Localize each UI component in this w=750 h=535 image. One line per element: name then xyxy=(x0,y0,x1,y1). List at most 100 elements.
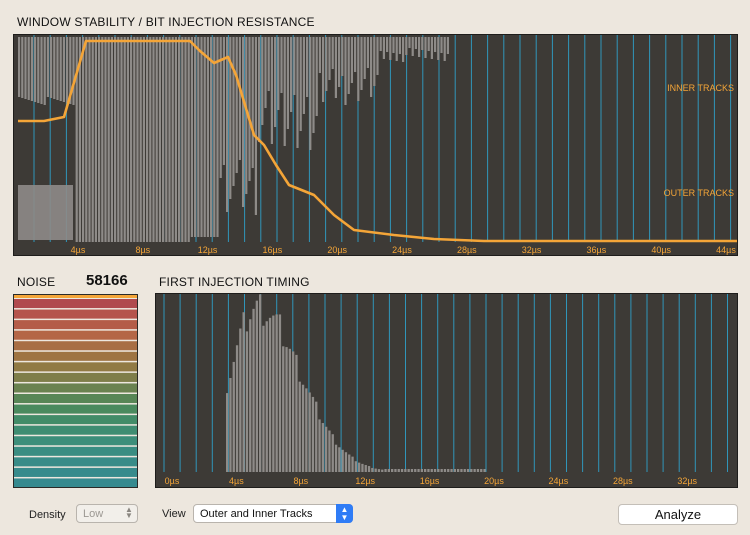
stability-bar xyxy=(328,37,331,80)
stability-bar xyxy=(434,37,437,52)
x-tick-label: 4µs xyxy=(229,476,244,486)
stability-bar xyxy=(414,37,417,49)
stability-bar xyxy=(293,37,296,95)
stability-bar xyxy=(325,37,328,91)
stability-bar xyxy=(274,37,277,127)
stability-bar xyxy=(312,37,315,133)
stability-bar xyxy=(78,37,81,242)
timing-bar xyxy=(351,456,354,472)
stability-bar xyxy=(424,37,427,58)
noise-band xyxy=(14,394,137,404)
timing-bar xyxy=(480,469,483,472)
stability-bar xyxy=(370,37,373,97)
stability-bar xyxy=(69,37,72,104)
noise-band xyxy=(14,320,137,330)
x-tick-label: 0µs xyxy=(165,476,180,486)
view-select[interactable]: Outer and Inner Tracks ▲ ▼ xyxy=(193,504,353,523)
timing-bar xyxy=(430,469,433,472)
timing-bar xyxy=(334,444,338,472)
x-tick-label: 28µs xyxy=(613,476,633,486)
stability-bar xyxy=(427,37,430,51)
timing-bar xyxy=(424,469,427,472)
stability-bar xyxy=(94,37,97,242)
stability-bar xyxy=(194,37,197,237)
stability-bar xyxy=(242,37,245,207)
timing-bar xyxy=(450,469,453,472)
timing-bar xyxy=(341,449,344,472)
stability-bar xyxy=(104,37,107,242)
noise-band xyxy=(14,467,137,477)
x-tick-label: 40µs xyxy=(651,245,671,255)
stability-bar xyxy=(123,37,126,242)
stability-bar xyxy=(306,37,309,97)
stability-bar xyxy=(222,37,225,165)
timing-bar xyxy=(315,401,318,472)
stability-bar xyxy=(341,37,344,76)
density-label: Density xyxy=(29,509,66,521)
timing-bar xyxy=(371,467,374,472)
noise-label: NOISE xyxy=(17,275,56,289)
timing-bar xyxy=(301,384,305,472)
stability-bar xyxy=(363,37,366,79)
timing-bar xyxy=(298,381,301,472)
stability-bar xyxy=(219,37,222,178)
stability-bar xyxy=(248,37,251,181)
timing-bar xyxy=(255,300,258,472)
stability-bar xyxy=(437,37,440,60)
x-tick-label: 32µs xyxy=(677,476,697,486)
stability-bar xyxy=(114,37,117,242)
stability-bar xyxy=(402,37,405,62)
inner-tracks-annotation: INNER TRACKS xyxy=(667,83,734,93)
stability-chart-canvas: INNER TRACKS OUTER TRACKS 4µs 8µs 12µs 16µs 20… xyxy=(14,35,737,255)
x-tick-label: 36µs xyxy=(587,245,607,255)
timing-bar xyxy=(239,328,242,472)
stability-bar xyxy=(322,37,325,102)
timing-chart-canvas: 0µs 4µs 8µs 12µs 16µs 20µs 24µs 28µs 32µs xyxy=(156,294,737,487)
timing-bar xyxy=(232,361,235,472)
noise-band xyxy=(14,415,137,425)
stability-bar xyxy=(82,37,85,242)
stability-bar xyxy=(440,37,443,53)
noise-band xyxy=(14,383,137,393)
timing-bar xyxy=(249,319,252,472)
noise-band xyxy=(14,436,137,446)
noise-band xyxy=(14,362,137,372)
timing-bar xyxy=(275,314,278,472)
timing-bar xyxy=(268,317,272,472)
stability-bar xyxy=(190,37,193,237)
noise-value: 58166 xyxy=(86,272,128,289)
stability-bar xyxy=(318,37,321,73)
stability-bar xyxy=(120,37,123,242)
timing-bar xyxy=(344,452,348,472)
noise-band xyxy=(14,351,137,361)
timing-bar xyxy=(427,469,430,472)
x-tick-label: 16µs xyxy=(420,476,440,486)
stability-bar xyxy=(98,37,101,242)
stability-bar xyxy=(290,37,293,112)
stability-bar xyxy=(88,37,91,242)
stability-bar xyxy=(50,37,53,98)
stability-bar xyxy=(315,37,318,116)
stability-bar xyxy=(405,37,408,55)
x-tick-label: 44µs xyxy=(716,245,736,255)
timing-bar xyxy=(285,347,288,472)
stability-bar xyxy=(213,37,216,237)
x-tick-label: 24µs xyxy=(392,245,412,255)
stability-bar xyxy=(382,37,385,59)
stability-bar xyxy=(107,37,110,242)
stability-bar xyxy=(373,37,376,86)
stability-bar xyxy=(62,37,65,102)
stability-bar xyxy=(56,37,59,100)
timing-bar xyxy=(394,469,397,472)
stability-bar xyxy=(347,37,350,94)
stability-bar xyxy=(85,37,88,242)
stability-bar xyxy=(178,37,181,242)
stability-bar xyxy=(245,37,248,194)
x-tick-label: 12µs xyxy=(198,245,218,255)
noise-band xyxy=(14,446,137,456)
timing-bar xyxy=(252,308,255,472)
stability-bar xyxy=(283,37,286,146)
density-select[interactable]: Low ▲ ▼ xyxy=(76,504,138,523)
stability-bar xyxy=(421,37,424,50)
analyze-button[interactable]: Analyze xyxy=(618,504,738,525)
